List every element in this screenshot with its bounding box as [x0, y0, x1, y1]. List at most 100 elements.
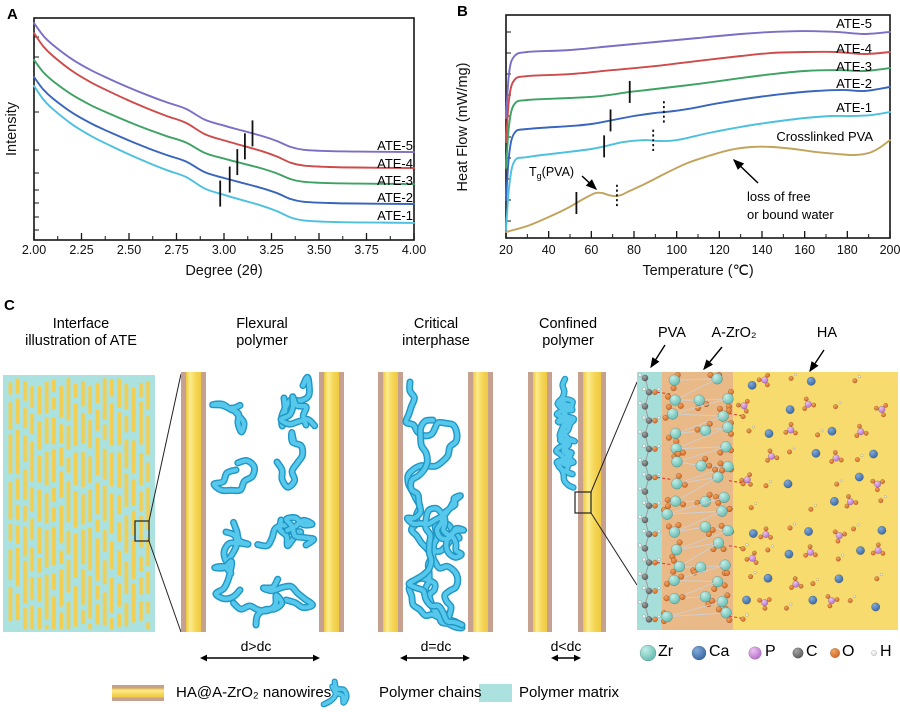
- dsc-x-tick-label: 80: [627, 243, 641, 257]
- dsc-series-label-ATE-2: ATE-2: [836, 76, 872, 91]
- header-line: Interface: [52, 316, 110, 332]
- zone-label-azro2: A-ZrO₂: [711, 325, 757, 341]
- xrd-x-tick-label: 3.50: [306, 243, 332, 257]
- dsc-x-axis-title: Temperature (℃): [642, 263, 754, 279]
- loss-annotation-line2: or bound water: [747, 207, 834, 222]
- gap-label-confined: d<dc: [550, 638, 582, 654]
- gap-label-flexural: d>dc: [240, 638, 272, 654]
- xrd-series-label-ATE-3: ATE-3: [377, 173, 413, 188]
- atom-legend-label-O: O: [842, 643, 855, 660]
- tg-arrow: [581, 175, 598, 191]
- xrd-curve-ATE-5: [33, 22, 415, 154]
- dsc-series-label-ATE-3: ATE-3: [836, 59, 872, 74]
- xrd-curve-ATE-2: [33, 76, 415, 205]
- panel-b-label: B: [457, 3, 468, 20]
- dsc-series-label-ATE-1: ATE-1: [836, 100, 872, 115]
- atom-legend-label-Ca: Ca: [709, 643, 730, 660]
- xrd-series-label-ATE-5: ATE-5: [377, 138, 413, 153]
- xrd-x-tick-label: 2.50: [116, 243, 142, 257]
- xrd-series-label-ATE-2: ATE-2: [377, 190, 413, 205]
- legend-polymer-chains-label: Polymer chains: [379, 684, 482, 701]
- xrd-x-tick-label: 3.25: [259, 243, 284, 257]
- ha-lattice: [736, 372, 889, 612]
- atom-legend-label-C: C: [806, 643, 818, 660]
- zro2-network: [659, 370, 749, 625]
- dsc-y-axis-title: Heat Flow (mW/mg): [455, 62, 471, 192]
- dsc-x-tick-label: 140: [751, 243, 773, 257]
- xrd-curve-ATE-3: [33, 59, 415, 186]
- xrd-series-label-ATE-4: ATE-4: [377, 156, 413, 171]
- dsc-x-tick-label: 100: [666, 243, 688, 257]
- xrd-x-axis-title: Degree (2θ): [185, 263, 263, 279]
- interface-illustration: [3, 375, 155, 632]
- header-interface-illustration: Interface illustration of ATE: [0, 316, 162, 350]
- xrd-x-tick-label: 4.00: [401, 243, 427, 257]
- interface-diagram: [3, 344, 898, 708]
- zone-label-pva: PVA: [658, 325, 686, 341]
- header-flexural-polymer: Flexural polymer: [202, 316, 322, 350]
- dsc-x-tick-label: 40: [541, 243, 556, 257]
- zone-label-ha: HA: [816, 325, 838, 341]
- legend-polymer-matrix-label: Polymer matrix: [519, 684, 620, 701]
- dsc-curve-ATE-4: [505, 50, 891, 144]
- header-line: polymer: [236, 333, 288, 349]
- xrd-x-tick-label: 3.75: [354, 243, 379, 257]
- tg-rest: (PVA): [541, 165, 575, 179]
- panel-c-label: C: [4, 297, 15, 314]
- xrd-chart: [33, 17, 415, 241]
- header-line: Confined: [538, 316, 598, 332]
- xrd-x-tick-label: 2.25: [69, 243, 94, 257]
- tg-symbol: T: [529, 165, 537, 179]
- header-line: Critical: [413, 316, 459, 332]
- xrd-x-tick-label: 3.00: [211, 243, 237, 257]
- zone-label-arrows: [650, 344, 825, 373]
- atom-legend-label-P: P: [765, 643, 776, 660]
- flexural-polymer-chains: [209, 373, 319, 629]
- xrd-curve-ATE-1: [33, 84, 415, 224]
- dsc-x-tick-label: 120: [708, 243, 730, 257]
- dsc-x-tick-label: 180: [836, 243, 858, 257]
- dsc-curve-ATE-2: [505, 86, 891, 202]
- dsc-x-tick-label: 20: [499, 243, 513, 257]
- loss-annotation-line1: loss of free: [747, 189, 811, 204]
- header-line: illustration of ATE: [25, 333, 137, 349]
- dsc-x-tick-label: 60: [584, 243, 599, 257]
- zoom-callout-interface: [134, 373, 182, 633]
- legend-nanowires-label: HA@A-ZrO₂ nanowires: [176, 684, 332, 701]
- atom-legend: [639, 644, 877, 662]
- tg-annotation: Tg(PVA): [529, 165, 574, 181]
- xrd-axes: [33, 17, 415, 241]
- loss-arrow: [732, 158, 759, 184]
- header-line: polymer: [542, 333, 594, 349]
- dsc-curve-ATE-1: [505, 111, 891, 231]
- dsc-x-tick-label: 200: [879, 243, 900, 257]
- atom-legend-label-Zr: Zr: [658, 643, 674, 660]
- legend-swatches: [112, 678, 512, 708]
- dsc-series-label-ATE-5: ATE-5: [836, 16, 872, 31]
- xrd-curve-ATE-4: [33, 32, 415, 170]
- zoom-callout-confined: [574, 381, 638, 586]
- header-confined-polymer: Confined polymer: [506, 316, 630, 350]
- dsc-series-label-ATE-4: ATE-4: [836, 41, 872, 56]
- pva-chain: [638, 373, 672, 623]
- dsc-curve-ATE-3: [505, 67, 891, 169]
- tg-subscript: g: [536, 171, 542, 181]
- dsc-curve-ATE-5: [505, 30, 891, 119]
- xrd-peak-marks: [219, 120, 254, 207]
- panel-a-label: A: [7, 6, 18, 23]
- header-critical-interphase: Critical interphase: [376, 316, 496, 350]
- header-line: interphase: [402, 333, 470, 349]
- xrd-series-label-ATE-1: ATE-1: [377, 208, 413, 223]
- dsc-marks: [575, 80, 665, 214]
- dsc-curve-Crosslinked PVA: [505, 139, 891, 233]
- dsc-x-tick-label: 160: [794, 243, 816, 257]
- nanowire-arrays: [181, 372, 606, 632]
- atom-legend-label-H: H: [880, 643, 892, 660]
- header-line: Flexural: [236, 316, 288, 332]
- dsc-series-label-Crosslinked PVA: Crosslinked PVA: [776, 129, 873, 144]
- xrd-y-axis-title: Intensity: [4, 102, 20, 156]
- dsc-chart: [505, 14, 891, 239]
- confined-polymer-chain: [552, 375, 578, 491]
- gap-label-critical: d=dc: [420, 638, 452, 654]
